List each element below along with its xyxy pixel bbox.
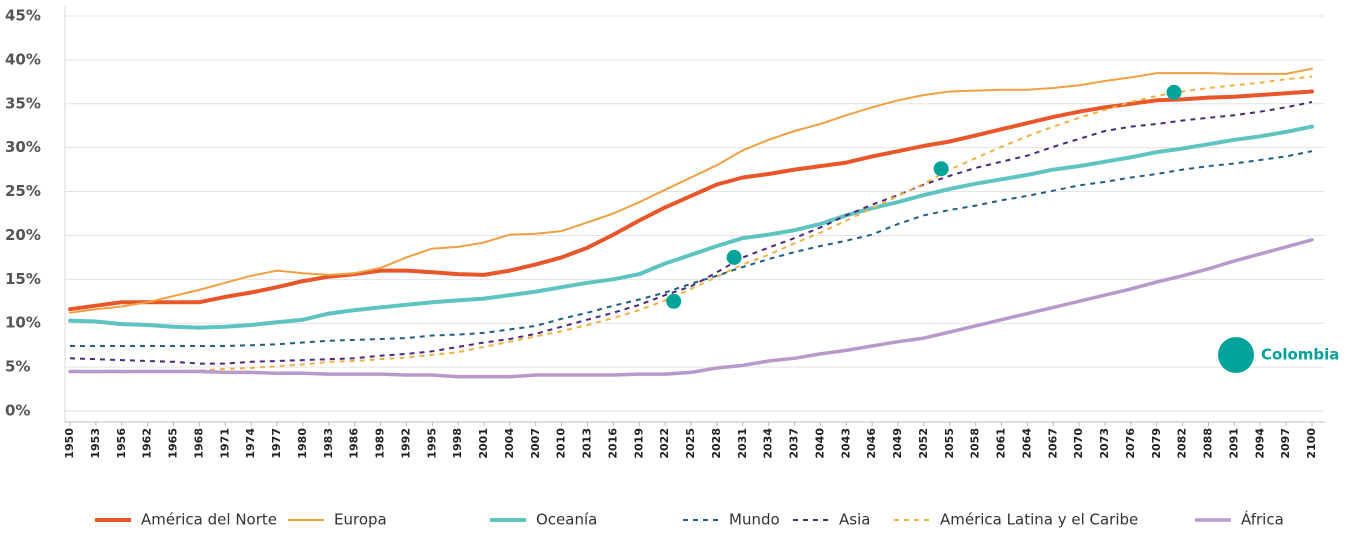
point bbox=[726, 249, 742, 265]
x-tick-label: 2040 bbox=[813, 428, 826, 459]
x-tick-label: 1986 bbox=[348, 428, 361, 459]
series-line bbox=[70, 150, 1313, 347]
y-tick-label: 40% bbox=[5, 50, 41, 68]
y-tick-label: 20% bbox=[5, 226, 41, 244]
x-tick-label: 1950 bbox=[63, 428, 76, 459]
x-tick-label: 2037 bbox=[788, 428, 801, 459]
legend-label: Mundo bbox=[729, 511, 780, 529]
x-tick-label: 2001 bbox=[477, 428, 490, 459]
series-line bbox=[69, 101, 1313, 365]
x-tick-label: 2031 bbox=[736, 428, 749, 459]
point bbox=[1166, 84, 1182, 100]
x-tick-label: 2019 bbox=[632, 428, 645, 459]
x-tick-label: 1962 bbox=[141, 428, 154, 459]
x-tick-label: 1956 bbox=[115, 428, 128, 459]
legend-label: América del Norte bbox=[141, 511, 277, 529]
legend-label: Oceanía bbox=[536, 511, 597, 529]
x-tick-label: 1977 bbox=[270, 428, 283, 459]
x-tick-label: 2100 bbox=[1305, 428, 1318, 459]
x-tick-label: 2076 bbox=[1124, 428, 1137, 459]
point bbox=[933, 161, 949, 177]
x-tick-label: 2073 bbox=[1098, 428, 1111, 459]
x-tick-label: 2079 bbox=[1150, 428, 1163, 459]
x-tick-label: 1995 bbox=[425, 428, 438, 459]
x-tick-label: 2097 bbox=[1279, 428, 1292, 459]
y-tick-label: 15% bbox=[5, 270, 41, 288]
x-tick-label: 2010 bbox=[555, 428, 568, 459]
series-line bbox=[70, 75, 1313, 374]
point bbox=[666, 293, 682, 309]
x-tick-label: 2004 bbox=[503, 428, 516, 459]
x-tick-label: 2025 bbox=[684, 428, 697, 459]
legend-label: Colombia bbox=[1261, 346, 1339, 364]
legend-label: Asia bbox=[839, 511, 870, 529]
y-tick-label: 10% bbox=[5, 314, 41, 332]
legend-label: África bbox=[1241, 510, 1284, 529]
x-tick-label: 2082 bbox=[1176, 428, 1189, 459]
x-tick-label: 2064 bbox=[1020, 428, 1033, 459]
legend-label: Europa bbox=[334, 511, 387, 529]
x-tick-label: 1965 bbox=[167, 428, 180, 459]
x-tick-label: 1980 bbox=[296, 428, 309, 459]
x-tick-label: 1974 bbox=[244, 428, 257, 459]
y-tick-label: 25% bbox=[5, 182, 41, 200]
y-tick-label: 30% bbox=[5, 138, 41, 156]
x-tick-label: 2049 bbox=[891, 428, 904, 459]
x-tick-label: 1968 bbox=[192, 428, 205, 459]
series-line bbox=[69, 67, 1313, 314]
x-tick-label: 2067 bbox=[1046, 428, 1059, 459]
x-tick-label: 1983 bbox=[322, 428, 335, 459]
x-tick-label: 2058 bbox=[969, 428, 982, 459]
x-tick-label: 1992 bbox=[399, 428, 412, 459]
x-tick-label: 2094 bbox=[1253, 428, 1266, 459]
y-tick-label: 35% bbox=[5, 94, 41, 112]
x-tick-label: 2055 bbox=[943, 428, 956, 459]
x-tick-label: 2022 bbox=[658, 428, 671, 459]
x-tick-label: 1953 bbox=[89, 428, 102, 459]
x-tick-label: 2028 bbox=[710, 428, 723, 459]
x-tick-label: 2052 bbox=[917, 428, 930, 459]
x-tick-label: 2016 bbox=[606, 428, 619, 459]
y-tick-label: 45% bbox=[5, 7, 41, 25]
legend-marker bbox=[1218, 337, 1254, 373]
x-tick-label: 2013 bbox=[581, 428, 594, 459]
x-tick-label: 2061 bbox=[995, 428, 1008, 459]
series-line bbox=[68, 238, 1314, 379]
series-line bbox=[68, 89, 1314, 312]
x-tick-label: 2043 bbox=[839, 428, 852, 459]
x-tick-label: 2091 bbox=[1227, 428, 1240, 459]
x-tick-label: 1998 bbox=[451, 428, 464, 459]
series-line bbox=[68, 124, 1314, 330]
x-tick-label: 2007 bbox=[529, 428, 542, 459]
y-tick-label: 5% bbox=[5, 358, 30, 376]
legend-label: América Latina y el Caribe bbox=[940, 511, 1138, 529]
y-tick-label: 0% bbox=[5, 402, 30, 420]
x-tick-label: 2088 bbox=[1202, 428, 1215, 459]
x-tick-label: 2034 bbox=[762, 428, 775, 459]
x-tick-label: 2046 bbox=[865, 428, 878, 459]
x-tick-label: 2070 bbox=[1072, 428, 1085, 459]
x-tick-label: 1989 bbox=[374, 428, 387, 459]
x-tick-label: 1971 bbox=[218, 428, 231, 459]
